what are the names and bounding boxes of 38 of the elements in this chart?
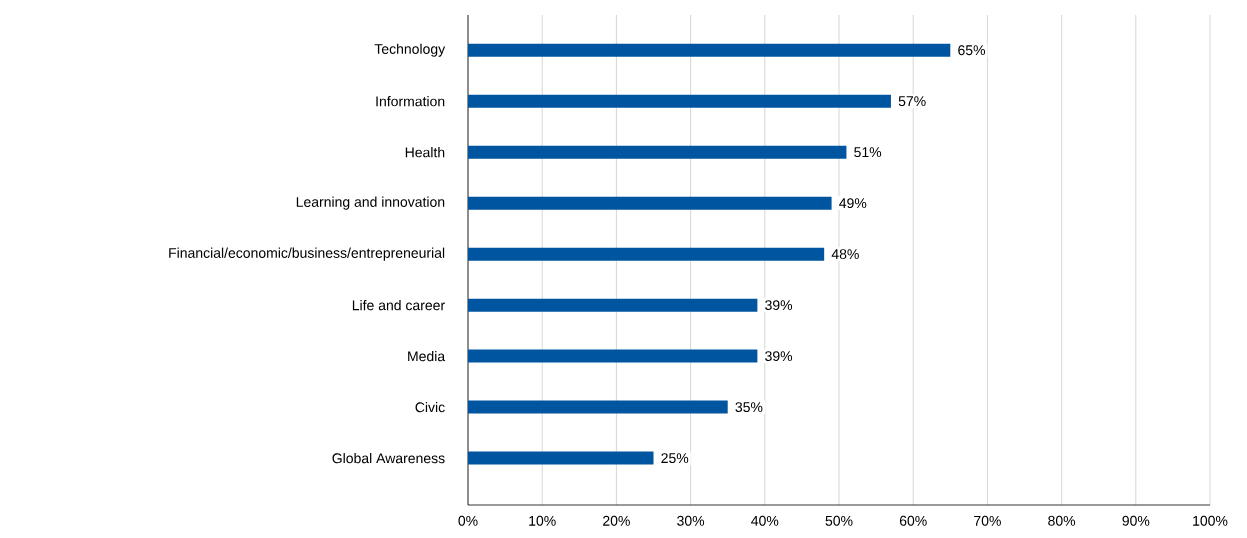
y-tick-label: Health — [405, 147, 445, 158]
data-label: 65% — [958, 45, 986, 56]
data-label: 25% — [661, 453, 689, 464]
data-label: 39% — [765, 300, 793, 311]
y-tick-label: Media — [408, 350, 446, 362]
bar — [468, 145, 847, 159]
bar — [468, 451, 654, 465]
y-tick-label: Technology — [374, 43, 446, 57]
bar — [468, 43, 951, 57]
bar — [468, 298, 758, 312]
y-tick-label: Civic — [415, 401, 445, 413]
y-tick-label: Learning and innovation — [296, 196, 445, 210]
data-label: 51% — [854, 147, 882, 158]
x-tick-label: 40% — [751, 515, 779, 526]
bar — [468, 349, 758, 363]
data-label: 57% — [898, 96, 926, 107]
x-tick-label: 30% — [677, 515, 705, 526]
x-tick-label: 80% — [1048, 515, 1076, 526]
x-tick-label: 70% — [974, 515, 1001, 526]
x-tick-label: 50% — [825, 515, 853, 526]
x-tick-label: 20% — [603, 515, 630, 526]
bar — [468, 196, 832, 210]
bar — [468, 94, 891, 108]
data-label: 35% — [735, 402, 763, 413]
x-tick-label: 0% — [458, 515, 478, 526]
data-label: 48% — [831, 249, 859, 260]
data-label: 49% — [839, 198, 867, 209]
x-tick-label: 90% — [1122, 515, 1150, 526]
y-tick-label: Life and career — [352, 299, 445, 311]
bar — [468, 400, 728, 414]
x-tick-label: 60% — [899, 515, 927, 526]
x-tick-label: 10% — [529, 515, 556, 526]
y-tick-label: Financial/economic/business/entrepreneurial — [169, 247, 445, 261]
y-tick-label: Global Awareness — [332, 452, 445, 464]
data-label: 39% — [765, 351, 793, 362]
y-tick-label: Information — [376, 96, 445, 107]
x-tick-label: 100% — [1193, 515, 1228, 526]
bar — [468, 247, 825, 261]
